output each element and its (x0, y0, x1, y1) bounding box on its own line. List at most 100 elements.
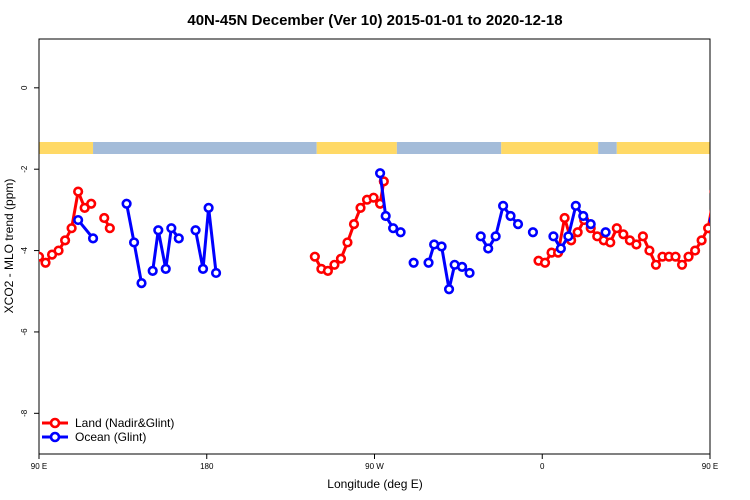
land-point (335, 253, 347, 264)
ocean-point (505, 210, 516, 222)
ocean-line (714, 220, 729, 238)
ocean-point (436, 241, 447, 252)
y-tick-label: 0 (20, 85, 29, 90)
land-line (538, 209, 710, 267)
ocean-point (563, 231, 574, 242)
x-axis: 90 E 180 90 W 0 90 E (31, 454, 718, 471)
land-point (644, 245, 655, 256)
land-point (618, 229, 629, 240)
ocean-point (374, 168, 386, 179)
land-point (39, 251, 45, 262)
land-point (709, 189, 710, 194)
land-point (40, 257, 51, 268)
band-land-segment (501, 142, 599, 154)
ocean-point (408, 257, 419, 268)
ocean-point (457, 261, 468, 272)
land-point (696, 235, 707, 246)
band-ocean-segment (396, 142, 502, 154)
ocean-line (194, 206, 218, 274)
y-axis-label: XCO2 - MLO trend (ppm) (2, 179, 16, 314)
band-land-segment (616, 142, 710, 154)
series-land (39, 176, 748, 277)
legend-ocean-marker (49, 431, 61, 443)
ocean-point (153, 225, 164, 236)
ocean-point (173, 233, 184, 244)
land-point (631, 239, 642, 250)
land-point (736, 214, 744, 222)
land-point (342, 237, 353, 248)
ocean-point (548, 231, 559, 242)
ocean-point (725, 235, 733, 243)
land-point (572, 227, 583, 238)
y-tick-label: -2 (20, 165, 29, 173)
legend-land-label: Land (Nadir&Glint) (75, 416, 174, 430)
land-ocean-band (39, 142, 710, 154)
y-tick-label: -4 (20, 246, 29, 254)
x-tick-label: 90 E (31, 462, 47, 471)
y-tick-label: -8 (20, 409, 29, 417)
x-tick-label: 180 (200, 462, 214, 471)
land-point (329, 259, 340, 270)
band-ocean-segment (598, 142, 617, 154)
band-ocean-segment (93, 142, 317, 154)
land-point (650, 259, 662, 270)
ocean-point (166, 223, 177, 234)
ocean-point (136, 278, 147, 289)
ocean-point (555, 243, 566, 254)
land-point (703, 223, 710, 234)
band-land-segment (316, 142, 397, 154)
ocean-point (128, 237, 140, 248)
ocean-point (527, 227, 539, 238)
land-point (309, 251, 320, 262)
ocean-point (600, 227, 611, 238)
ocean-point (464, 267, 475, 279)
ocean-point (708, 216, 710, 224)
series-layer (39, 168, 748, 295)
land-point (605, 237, 616, 248)
y-tick-label: -6 (20, 328, 29, 336)
land-point (59, 235, 71, 246)
land-point (66, 223, 77, 234)
land-point (368, 192, 379, 203)
ocean-point (190, 225, 201, 236)
ocean-point (443, 284, 455, 295)
land-point (348, 219, 360, 230)
land-point (724, 200, 732, 208)
x-tick-label: 90 W (365, 462, 384, 471)
land-point (53, 245, 64, 256)
land-point (611, 223, 622, 234)
ocean-point (570, 200, 581, 211)
ocean-point (73, 214, 84, 226)
ocean-point (490, 231, 501, 242)
land-point (322, 265, 334, 277)
ocean-point (475, 231, 486, 242)
ocean-point (585, 219, 596, 230)
ocean-point (203, 202, 214, 213)
x-tick-label: 0 (540, 462, 545, 471)
ocean-point (121, 198, 132, 209)
ocean-point (147, 265, 158, 277)
land-point (73, 186, 84, 197)
ocean-point (388, 223, 399, 234)
x-axis-label: Longitude (deg E) (327, 477, 422, 491)
ocean-point (380, 210, 391, 222)
ocean-point (87, 233, 99, 244)
land-point (683, 251, 694, 262)
chart-title: 40N-45N December (Ver 10) 2015-01-01 to … (187, 12, 562, 29)
land-point (99, 212, 110, 224)
land-point (539, 257, 551, 268)
land-point (86, 198, 97, 209)
ocean-point (498, 200, 509, 211)
land-point (670, 251, 681, 262)
land-point (740, 224, 748, 232)
legend: Land (Nadir&Glint) Ocean (Glint) (42, 416, 174, 444)
x-tick-label: 90 E (702, 462, 718, 471)
ocean-point (483, 243, 494, 254)
series-ocean (73, 168, 733, 295)
legend-ocean-label: Ocean (Glint) (75, 430, 146, 444)
ocean-point (512, 219, 524, 230)
land-point (637, 231, 649, 242)
land-point (104, 223, 115, 234)
ocean-point (395, 227, 406, 238)
